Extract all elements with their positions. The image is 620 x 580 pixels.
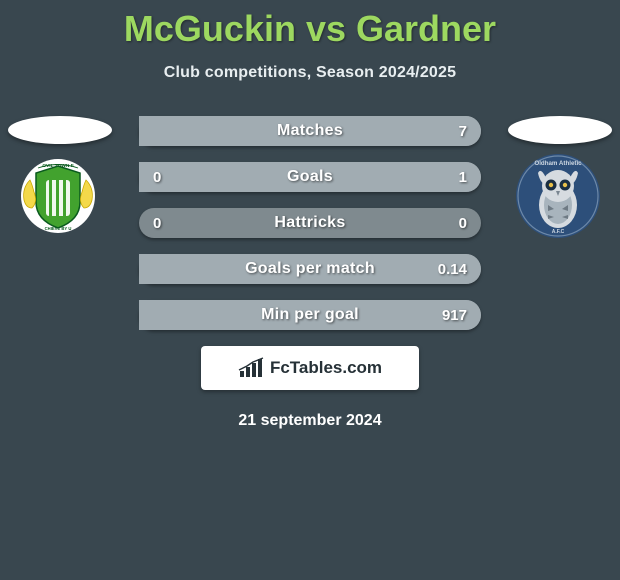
- stat-row-goals-per-match: Goals per match 0.14: [139, 254, 481, 284]
- player-right-avatar-placeholder: [508, 116, 612, 144]
- club-badge-right: Oldham Athletic A.F.C: [508, 158, 608, 234]
- brand-chart-icon: [238, 357, 264, 379]
- stat-right-value: 0: [439, 215, 467, 232]
- stat-right-value: 1: [439, 169, 467, 186]
- stat-right-value: 7: [439, 123, 467, 140]
- date-text: 21 september 2024: [0, 412, 620, 430]
- club-badge-left: OVIL TOWN F CHIEVE BY U: [8, 158, 108, 234]
- player-right-column: Oldham Athletic A.F.C: [508, 116, 612, 234]
- player-left-column: OVIL TOWN F CHIEVE BY U: [8, 116, 112, 234]
- stat-label: Goals per match: [139, 260, 481, 278]
- brand-box: FcTables.com: [201, 346, 419, 390]
- stat-row-min-per-goal: Min per goal 917: [139, 300, 481, 330]
- stat-label: Goals: [139, 168, 481, 186]
- svg-text:Oldham Athletic: Oldham Athletic: [534, 160, 582, 167]
- page-title: McGuckin vs Gardner: [0, 0, 620, 50]
- stat-row-matches: Matches 7: [139, 116, 481, 146]
- stat-left-value: 0: [153, 215, 181, 232]
- stat-right-value: 917: [439, 307, 467, 324]
- comparison-content: OVIL TOWN F CHIEVE BY U Oldham: [0, 116, 620, 430]
- svg-text:CHIEVE BY U: CHIEVE BY U: [45, 226, 72, 231]
- stat-row-goals: 0 Goals 1: [139, 162, 481, 192]
- stat-label: Hattricks: [139, 214, 481, 232]
- stat-row-hattricks: 0 Hattricks 0: [139, 208, 481, 238]
- svg-text:OVIL TOWN F: OVIL TOWN F: [42, 163, 73, 169]
- player-left-avatar-placeholder: [8, 116, 112, 144]
- stat-right-value: 0.14: [438, 261, 467, 278]
- stat-label: Matches: [139, 122, 481, 140]
- brand-text: FcTables.com: [270, 358, 382, 378]
- stats-list: Matches 7 0 Goals 1 0 Hattricks 0 Goals …: [139, 116, 481, 330]
- subtitle: Club competitions, Season 2024/2025: [0, 64, 620, 82]
- stat-label: Min per goal: [139, 306, 481, 324]
- stat-left-value: 0: [153, 169, 181, 186]
- svg-text:A.F.C: A.F.C: [552, 229, 565, 235]
